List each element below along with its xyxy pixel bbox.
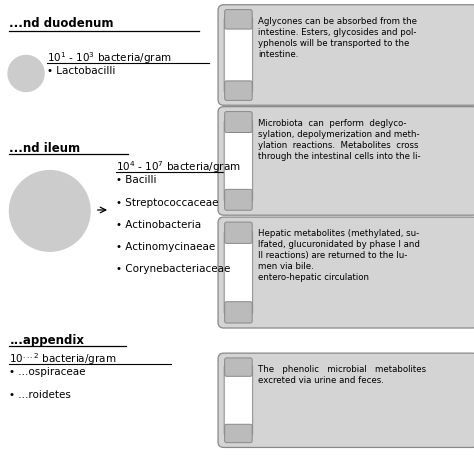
Text: ...nd duodenum: ...nd duodenum <box>9 17 114 29</box>
FancyBboxPatch shape <box>218 217 474 328</box>
Text: The   phenolic   microbial   metabolites
excreted via urine and feces.: The phenolic microbial metabolites excre… <box>258 365 426 385</box>
Text: • Bacilli: • Bacilli <box>116 175 156 185</box>
FancyBboxPatch shape <box>225 358 252 376</box>
Text: $10^{...2}$ bacteria/gram: $10^{...2}$ bacteria/gram <box>9 351 117 366</box>
Text: $10^{1}$ - $10^{3}$ bacteria/gram: $10^{1}$ - $10^{3}$ bacteria/gram <box>47 50 172 65</box>
FancyBboxPatch shape <box>218 107 474 215</box>
Text: • ...roidetes: • ...roidetes <box>9 390 72 400</box>
Text: ...appendix: ...appendix <box>9 334 84 347</box>
Text: Microbiota  can  perform  deglyco-
sylation, depolymerization and meth-
ylation : Microbiota can perform deglyco- sylation… <box>258 119 420 161</box>
Text: • Lactobacilli: • Lactobacilli <box>47 66 116 76</box>
Text: • Actinomycinaeae: • Actinomycinaeae <box>116 242 215 252</box>
FancyBboxPatch shape <box>218 353 474 447</box>
FancyBboxPatch shape <box>224 17 253 93</box>
FancyBboxPatch shape <box>218 5 474 105</box>
FancyBboxPatch shape <box>224 230 253 315</box>
Text: • ...ospiraceae: • ...ospiraceae <box>9 367 86 377</box>
FancyBboxPatch shape <box>225 302 252 323</box>
FancyBboxPatch shape <box>225 424 252 443</box>
FancyBboxPatch shape <box>225 189 252 210</box>
FancyBboxPatch shape <box>225 9 252 29</box>
Text: • Streptococcaceae: • Streptococcaceae <box>116 198 219 208</box>
FancyBboxPatch shape <box>225 81 252 100</box>
Text: ...nd ileum: ...nd ileum <box>9 142 81 155</box>
Text: • Actinobacteria: • Actinobacteria <box>116 220 201 230</box>
FancyBboxPatch shape <box>225 222 252 243</box>
FancyBboxPatch shape <box>224 120 253 202</box>
Circle shape <box>9 171 90 251</box>
FancyBboxPatch shape <box>224 365 253 436</box>
Text: • Corynebacteriaceae: • Corynebacteriaceae <box>116 264 230 274</box>
Text: Aglycones can be absorbed from the
intestine. Esters, glycosides and pol-
ypheno: Aglycones can be absorbed from the intes… <box>258 17 417 59</box>
Text: Hepatic metabolites (methylated, su-
lfated, glucuronidated by phase I and
II re: Hepatic metabolites (methylated, su- lfa… <box>258 229 420 282</box>
Text: $10^{4}$ - $10^{7}$ bacteria/gram: $10^{4}$ - $10^{7}$ bacteria/gram <box>116 159 241 174</box>
FancyBboxPatch shape <box>225 111 252 133</box>
Circle shape <box>8 55 44 91</box>
